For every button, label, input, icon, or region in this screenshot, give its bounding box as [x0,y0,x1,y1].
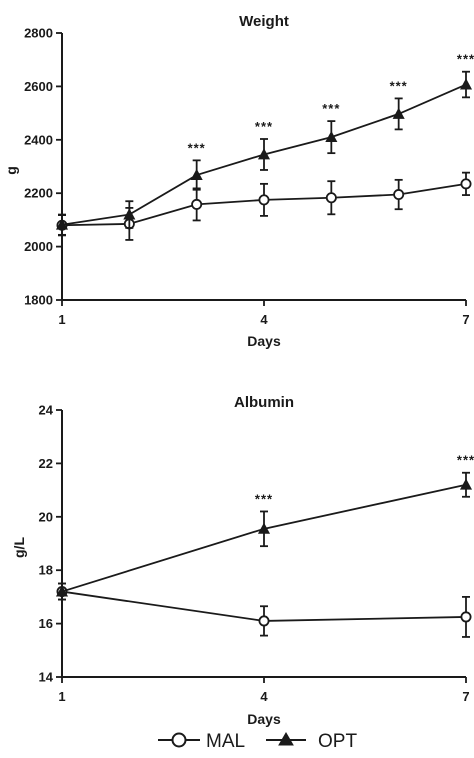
data-point [258,615,270,627]
data-point [191,198,203,210]
series-mal [56,171,472,241]
data-point [393,189,405,201]
data-point [459,478,473,490]
y-tick-label: 14 [39,670,54,685]
x-tick-label: 1 [58,689,65,704]
y-axis-label: g/L [11,537,27,558]
y-tick-label: 2000 [24,239,53,254]
data-point [460,178,472,190]
data-point [190,168,203,180]
x-tick-label: 7 [462,312,469,327]
chart-title: Albumin [234,394,294,411]
x-axis-label: Days [247,711,281,727]
x-axis-label: Days [247,333,281,349]
y-tick-label: 2400 [24,132,53,147]
significance-marker: *** [457,453,474,468]
data-point [459,78,473,90]
chart-panel-0: Weight 1800 2000 2200 2400 2600 2800 1 4 7 Days g **… [3,13,474,349]
significance-marker: *** [457,52,474,67]
data-point [258,194,270,206]
series-opt [55,471,473,601]
legend-label-mal: MAL [206,731,245,752]
y-axis-label: g [3,166,19,175]
legend-label-opt: OPT [318,731,357,752]
x-tick-label: 1 [58,312,65,327]
legend-marker-opt [278,732,294,746]
data-point [257,522,271,534]
chart-title: Weight [239,13,289,30]
y-tick-label: 24 [39,403,54,418]
series-opt [55,70,473,236]
y-tick-label: 2200 [24,186,53,201]
x-tick-label: 7 [462,689,469,704]
data-point [55,585,69,597]
significance-marker: *** [255,491,273,506]
legend: MAL OPT [158,731,357,752]
y-tick-label: 1800 [24,293,53,308]
y-tick-label: 20 [39,509,53,524]
y-tick-label: 2800 [24,26,53,41]
data-point [123,208,136,220]
x-tick-label: 4 [260,689,268,704]
y-tick-label: 16 [39,616,53,631]
y-tick-label: 2600 [24,79,53,94]
y-tick-label: 22 [39,456,53,471]
data-point [257,148,271,160]
significance-marker: *** [255,119,273,134]
y-tick-label: 18 [39,563,53,578]
data-point [325,192,337,204]
x-tick-label: 4 [260,312,268,327]
legend-marker-mal [171,732,187,748]
series-mal [56,582,472,638]
significance-marker: *** [322,101,340,116]
data-point [55,218,69,230]
data-point [460,611,472,623]
data-point [392,107,405,119]
data-point [325,130,338,143]
significance-marker: *** [188,140,206,155]
significance-marker: *** [390,78,408,93]
